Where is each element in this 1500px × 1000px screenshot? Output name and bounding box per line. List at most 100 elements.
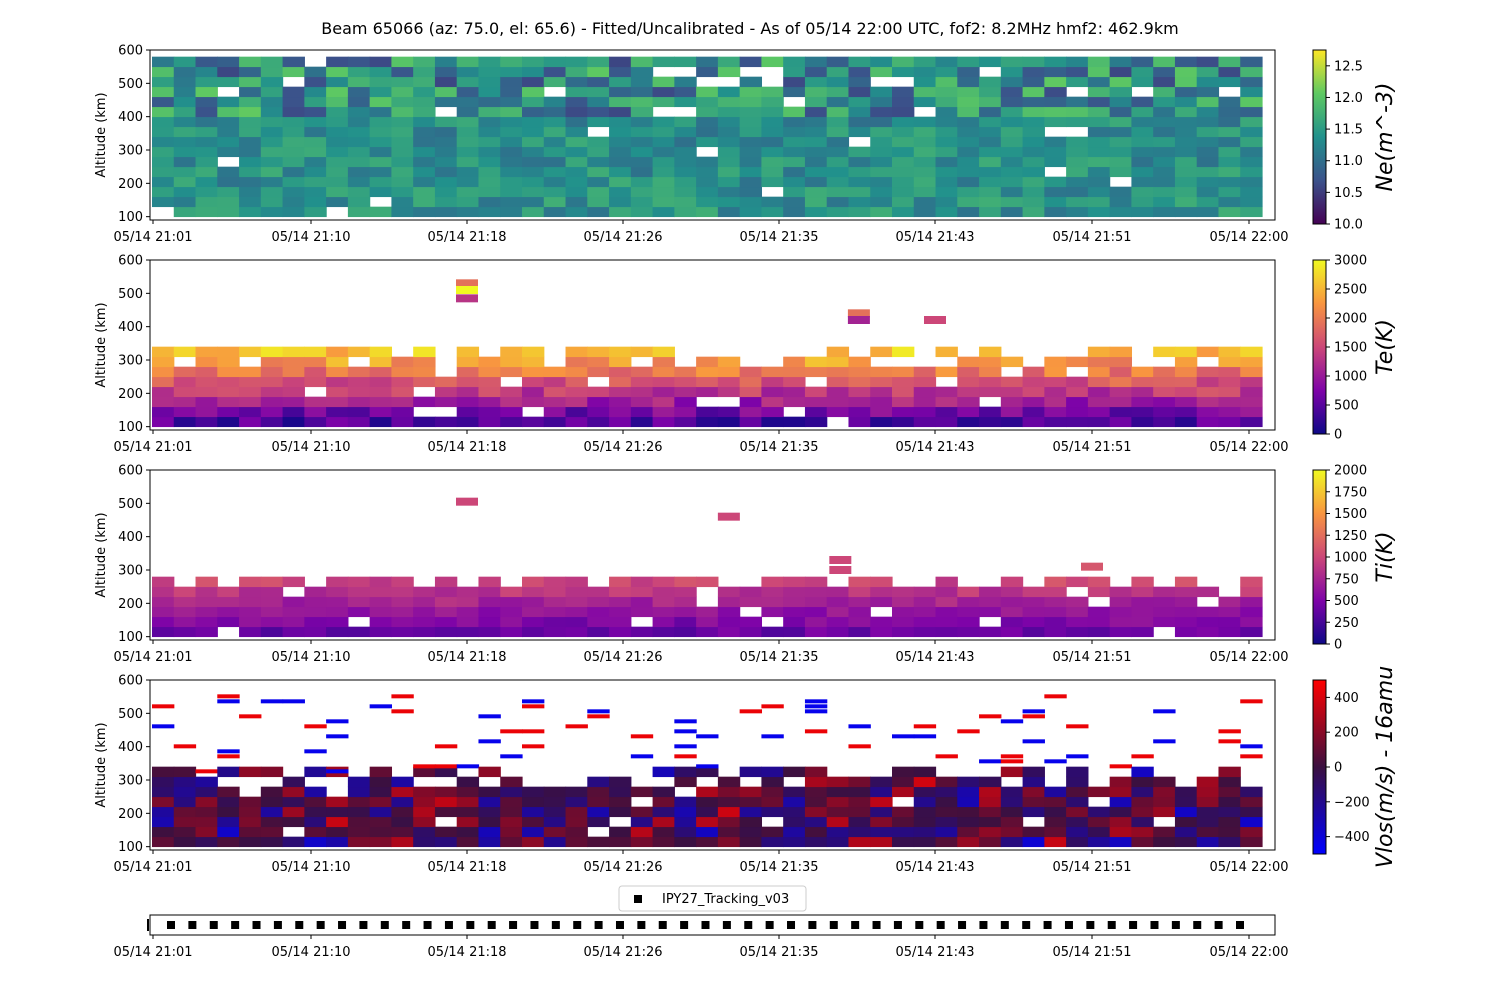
heatmap-cell xyxy=(260,76,284,88)
heatmap-cell xyxy=(913,776,937,788)
heatmap-cell xyxy=(522,786,545,798)
heatmap-cell xyxy=(848,816,871,828)
heatmap-cell xyxy=(1153,386,1176,398)
heatmap-cell xyxy=(413,56,436,68)
heatmap-cell xyxy=(717,146,741,158)
heatmap-cell xyxy=(957,206,980,218)
heatmap-cell xyxy=(522,376,545,388)
heatmap-cell xyxy=(195,606,218,618)
heatmap-cell xyxy=(1131,766,1154,778)
heatmap-cell xyxy=(652,356,675,368)
heatmap-cell xyxy=(369,816,393,828)
heatmap-cell xyxy=(1174,616,1198,628)
heatmap-cell xyxy=(1240,126,1263,138)
heatmap-cell xyxy=(1218,346,1241,358)
heatmap-cell xyxy=(522,166,545,178)
heatmap-cell xyxy=(630,206,654,218)
heatmap-cell xyxy=(260,596,284,608)
heatmap-cell xyxy=(979,76,1002,88)
x-tick-label: 05/14 21:10 xyxy=(271,440,350,455)
heatmap-cell xyxy=(674,586,697,598)
heatmap-cell xyxy=(391,66,414,78)
heatmap-cell xyxy=(195,156,218,168)
heatmap-cell xyxy=(565,786,588,798)
y-tick-label: 200 xyxy=(118,177,143,192)
heatmap-cell xyxy=(195,776,218,788)
heatmap-cell xyxy=(848,56,871,68)
heatmap-cell xyxy=(1240,406,1263,418)
heatmap-cell xyxy=(1240,786,1263,798)
heatmap-cell xyxy=(1196,826,1220,838)
heatmap-cell xyxy=(652,136,675,148)
heatmap-cell xyxy=(456,416,480,428)
x-tick-label: 05/14 21:10 xyxy=(271,945,350,960)
heatmap-cell xyxy=(696,816,719,828)
heatmap-cell xyxy=(239,136,262,148)
heatmap-cell xyxy=(478,806,501,818)
x-tick-label: 05/14 21:51 xyxy=(1052,650,1131,665)
heatmap-cell xyxy=(892,586,915,598)
heatmap-cell xyxy=(761,116,784,128)
heatmap-cell xyxy=(652,806,675,818)
heatmap-cell xyxy=(500,616,523,628)
heatmap-cell xyxy=(826,796,850,808)
x-tick-label: 05/14 21:18 xyxy=(427,440,506,455)
x-tick-label: 05/14 21:43 xyxy=(895,440,974,455)
heatmap-cell xyxy=(1196,126,1220,138)
heatmap-cell xyxy=(979,406,1002,418)
heatmap-cell xyxy=(173,126,197,138)
y-tick-label: 600 xyxy=(118,44,143,59)
heatmap-cell xyxy=(1087,406,1111,418)
tracking-marker xyxy=(915,921,924,929)
heatmap-cell xyxy=(804,56,828,68)
heatmap-cell xyxy=(260,86,284,98)
heatmap-cell xyxy=(434,586,458,598)
heatmap-cell xyxy=(1022,56,1045,68)
heatmap-cell xyxy=(1000,806,1024,818)
heatmap-cell xyxy=(1087,836,1111,848)
heatmap-cell xyxy=(217,796,240,808)
heatmap-cell xyxy=(195,396,218,408)
heatmap-cell xyxy=(1153,709,1176,714)
heatmap-cell xyxy=(739,616,763,628)
heatmap-cell xyxy=(413,766,436,778)
heatmap-cell xyxy=(717,156,741,168)
heatmap-cell xyxy=(434,806,458,818)
heatmap-cell xyxy=(391,406,414,418)
heatmap-cell xyxy=(456,166,480,178)
heatmap-cell xyxy=(674,156,697,168)
heatmap-cell xyxy=(347,66,371,78)
heatmap-cell xyxy=(282,836,305,848)
heatmap-cell xyxy=(587,356,610,368)
heatmap-cell xyxy=(1196,586,1220,598)
heatmap-cell xyxy=(913,186,937,198)
heatmap-cell xyxy=(456,136,480,148)
heatmap-cell xyxy=(630,416,654,428)
y-tick-label: 100 xyxy=(118,420,143,435)
heatmap-cell xyxy=(1218,396,1241,408)
heatmap-cell xyxy=(522,626,545,638)
heatmap-cell xyxy=(848,166,871,178)
heatmap-cell xyxy=(543,186,567,198)
heatmap-cell xyxy=(696,616,719,628)
heatmap-cell xyxy=(565,146,588,158)
heatmap-cell xyxy=(1218,166,1241,178)
heatmap-cell xyxy=(1131,754,1154,759)
heatmap-cell xyxy=(609,116,632,128)
heatmap-cell xyxy=(500,806,523,818)
heatmap-cell xyxy=(652,596,675,608)
heatmap-cell xyxy=(1109,166,1133,178)
heatmap-cell xyxy=(1044,596,1067,608)
heatmap-cell xyxy=(1044,836,1067,848)
heatmap-cell xyxy=(1240,146,1263,158)
heatmap-cell xyxy=(1174,146,1198,158)
heatmap-cell xyxy=(1153,186,1176,198)
heatmap-cell xyxy=(979,759,1002,764)
heatmap-cell xyxy=(913,76,937,88)
heatmap-cell xyxy=(848,376,871,388)
heatmap-cell xyxy=(217,616,240,628)
heatmap-cell xyxy=(674,754,697,759)
heatmap-sparse-cell xyxy=(456,294,478,303)
heatmap-cell xyxy=(304,766,327,778)
heatmap-cell xyxy=(1022,156,1045,168)
